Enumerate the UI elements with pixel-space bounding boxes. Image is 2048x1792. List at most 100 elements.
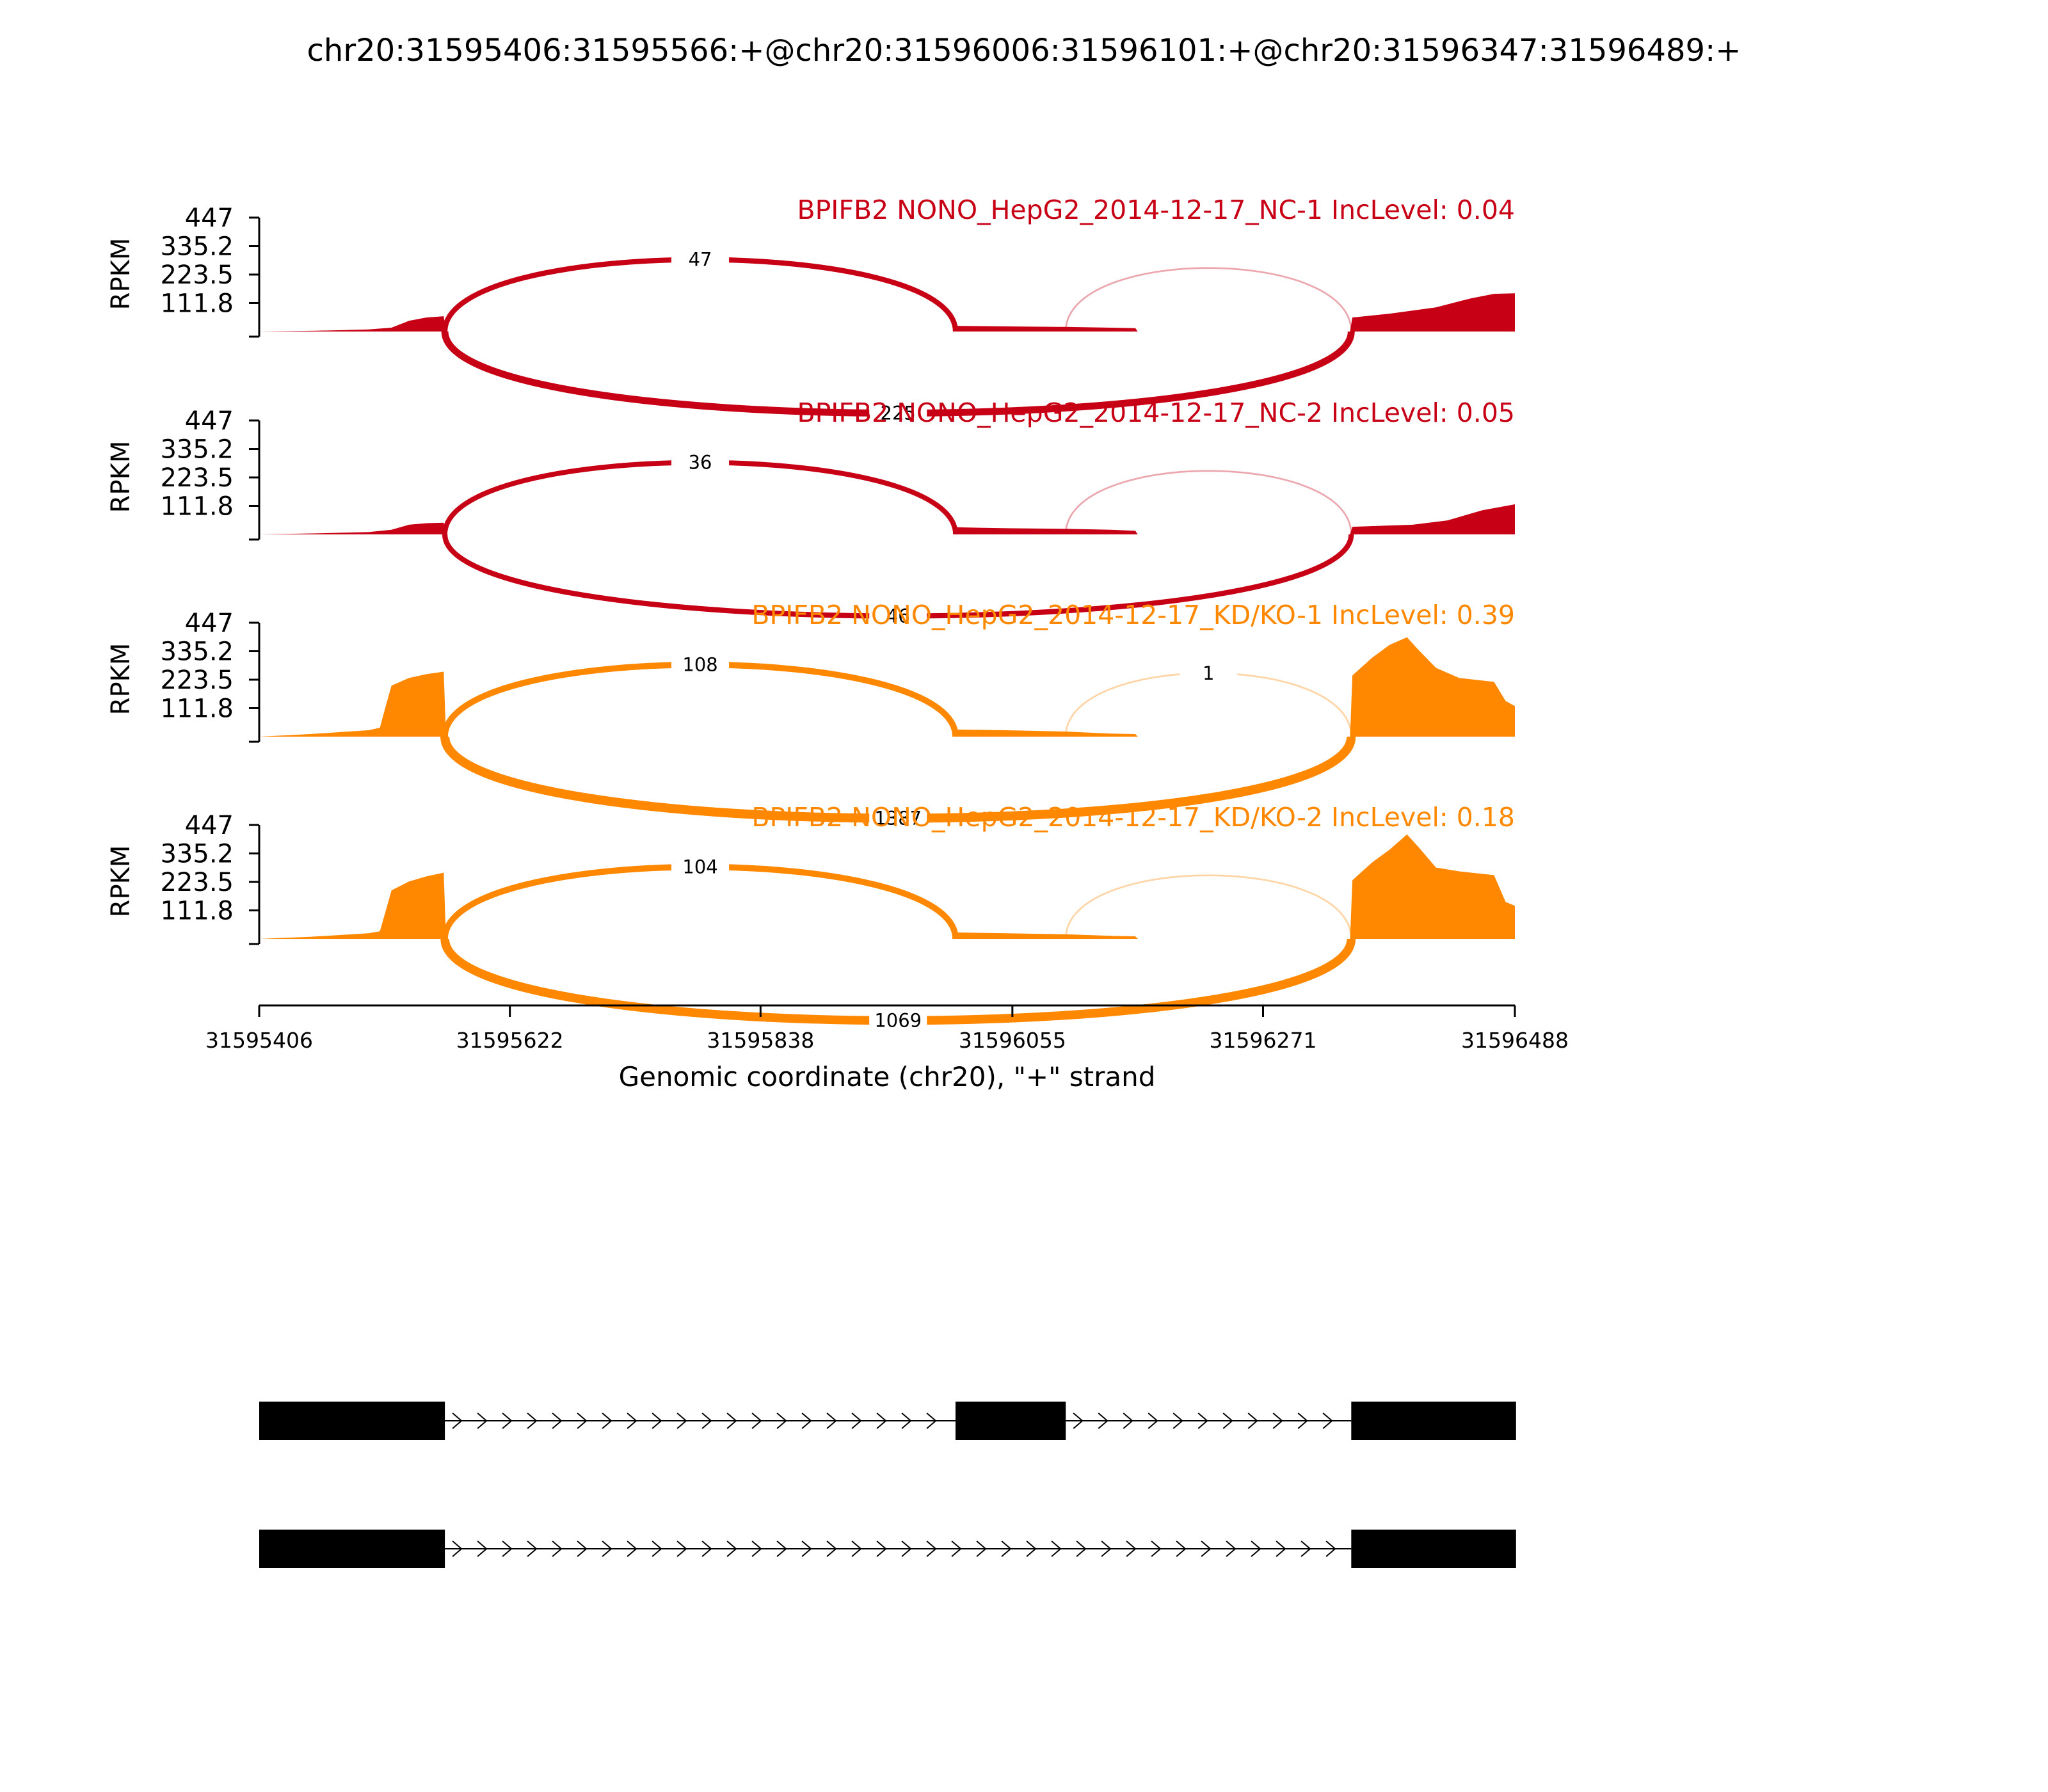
junction-count: 47 [689,249,712,271]
y-tick-label: 223.5 [160,260,234,290]
strand-arrow [901,1412,912,1429]
strand-arrow [1101,1540,1112,1557]
strand-arrow [876,1412,887,1429]
exon-block [955,1402,1066,1440]
x-tick-label: 31596488 [1461,1028,1569,1053]
y-axis-label: RPKM [106,845,136,918]
strand-arrow [627,1540,637,1557]
y-tick-label: 335.2 [160,435,234,465]
strand-arrow [652,1540,662,1557]
strand-arrow [527,1540,538,1557]
strand-arrow [826,1540,837,1557]
strand-arrow [1098,1412,1108,1429]
strand-arrow [1001,1540,1012,1557]
panel-title: BPIFB2 NONO_HepG2_2014-12-17_KD/KO-1 Inc… [751,600,1515,630]
strand-arrow [1172,1412,1183,1429]
exon-block [1351,1402,1516,1440]
junction-count: 104 [682,856,717,878]
coverage-area [259,504,1515,534]
y-tick-label: 335.2 [160,840,234,869]
strand-arrow [776,1540,787,1557]
y-tick-label: 111.8 [160,896,234,925]
strand-arrow [951,1540,962,1557]
junction-label-bg [1180,660,1238,686]
isoform-track [259,1402,1516,1568]
strand-arrow [751,1412,762,1429]
strand-arrow [477,1412,488,1429]
strand-arrow [776,1412,787,1429]
strand-arrow [851,1412,862,1429]
coverage-area [259,637,1515,737]
strand-arrow [1123,1412,1133,1429]
y-tick-label: 335.2 [160,637,234,667]
strand-arrow [1201,1540,1212,1557]
junction-count: 36 [689,452,712,474]
junction-count: 1069 [874,1010,922,1032]
exon-block [259,1402,445,1440]
junction-count: 225 [881,403,916,424]
strand-arrow [1076,1540,1087,1557]
strand-arrow [502,1540,513,1557]
strand-arrow [1297,1412,1308,1429]
strand-arrow [1325,1540,1336,1557]
y-tick-label: 223.5 [160,463,234,493]
y-tick-label: 447 [185,406,234,436]
y-tick-label: 335.2 [160,232,234,262]
strand-arrow [1226,1540,1236,1557]
y-tick-label: 447 [185,204,234,233]
strand-arrow [876,1540,887,1557]
y-tick-label: 447 [185,609,234,638]
exon-block [259,1530,445,1568]
strand-arrow [726,1540,737,1557]
strand-arrow [1272,1412,1283,1429]
strand-arrow [1322,1412,1333,1429]
junction-label-bg [869,603,927,629]
exon-block [1351,1530,1516,1568]
x-tick-label: 31596271 [1210,1028,1317,1053]
strand-arrow [1176,1540,1187,1557]
strand-arrow [1197,1412,1208,1429]
junction-label-bg [869,400,927,426]
strand-arrow [701,1412,712,1429]
strand-arrow [452,1412,463,1429]
coverage-area [259,293,1515,332]
strand-arrow [1126,1540,1137,1557]
junction-arc [1064,470,1352,535]
strand-arrow [701,1540,712,1557]
x-tick-label: 31595838 [707,1028,814,1053]
junction-count: 46 [886,605,910,627]
strand-arrow [1247,1412,1258,1429]
y-axis-label: RPKM [106,643,136,716]
strand-arrow [1222,1412,1233,1429]
strand-arrow [801,1540,812,1557]
junction-count: 108 [682,654,717,676]
isoform [259,1530,1516,1568]
strand-arrow [602,1412,612,1429]
strand-arrow [602,1540,612,1557]
strand-arrow [1300,1540,1311,1557]
strand-arrow [851,1540,862,1557]
strand-arrow [502,1412,513,1429]
strand-arrow [552,1540,563,1557]
strand-arrow [926,1412,937,1429]
strand-arrow [527,1412,538,1429]
junction-label-bg [869,1007,927,1034]
strand-arrow [552,1412,563,1429]
junction-label-bg [671,449,730,476]
strand-arrow [976,1540,987,1557]
junction-arc [1064,874,1352,940]
strand-arrow [1148,1412,1158,1429]
figure-title: chr20:31595406:31595566:+@chr20:31596006… [307,33,1741,68]
strand-arrow [452,1540,463,1557]
y-tick-label: 223.5 [160,868,234,897]
strand-arrow [1276,1540,1286,1557]
strand-arrow [477,1540,488,1557]
junction-label-bg [869,805,927,831]
strand-arrow [1251,1540,1261,1557]
strand-arrow [751,1540,762,1557]
